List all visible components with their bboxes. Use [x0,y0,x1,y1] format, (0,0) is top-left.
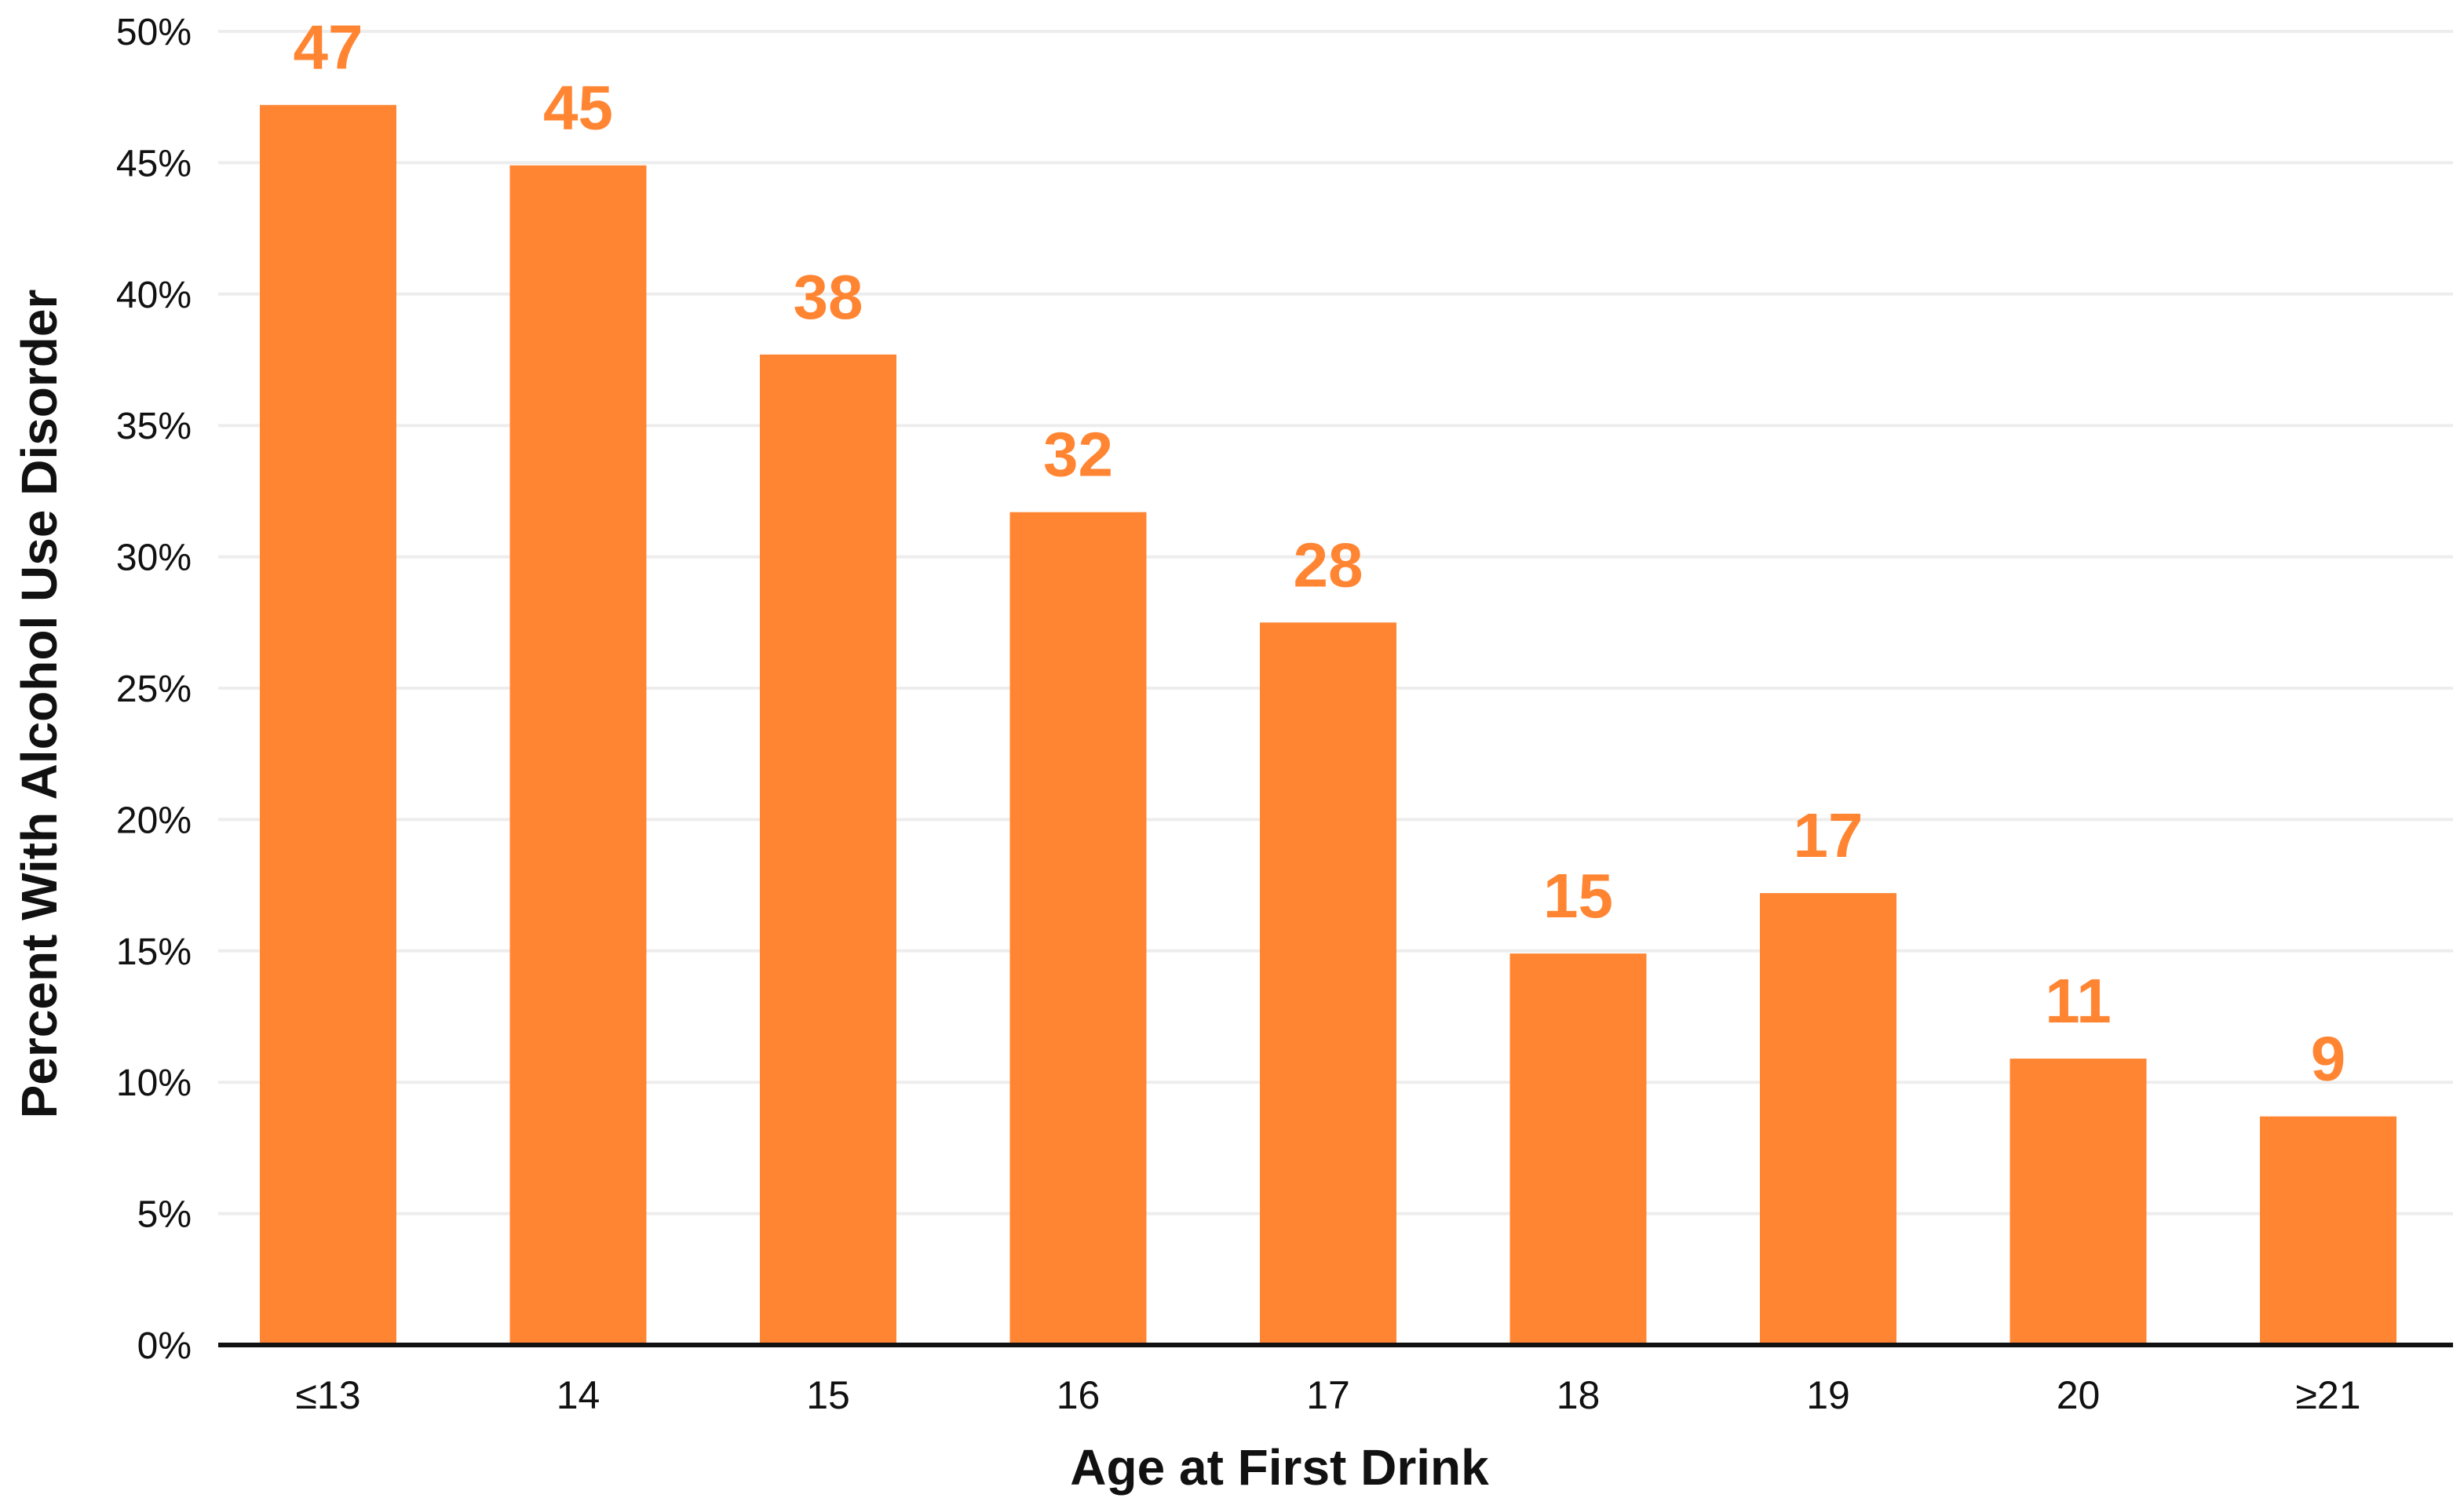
y-tick-label: 20% [116,800,192,841]
bar [2010,1059,2147,1345]
y-tick-label: 40% [116,275,192,316]
data-labels: 47 45 38 32 28 15 17 11 9 [294,13,2346,1094]
bar-value-label: 32 [1043,420,1113,490]
y-tick-label: 0% [137,1325,192,1367]
x-tick-label: 16 [1057,1373,1101,1417]
bar [1260,622,1396,1345]
y-tick-label: 45% [116,143,192,184]
x-axis-ticks: ≤13 14 15 16 17 18 19 20 ≥21 [295,1373,2360,1417]
y-axis-title: Percent With Alcohol Use Disorder [11,290,68,1119]
y-tick-label: 10% [116,1062,192,1104]
bars [260,104,2396,1346]
x-tick-label: 14 [557,1373,600,1417]
y-tick-label: 50% [116,12,192,53]
y-axis-ticks: 0% 5% 10% 15% 20% 25% 30% 35% 40% 45% 50% [116,12,192,1367]
bar [1760,893,1896,1345]
x-tick-label: 20 [2057,1373,2101,1417]
y-tick-label: 25% [116,669,192,710]
x-tick-label: ≤13 [295,1373,360,1417]
bar [509,165,647,1345]
bar [1509,953,1647,1345]
y-tick-label: 5% [137,1194,192,1236]
y-tick-label: 30% [116,538,192,579]
bar [1009,512,1147,1345]
bar-value-label: 17 [1794,800,1864,870]
x-tick-label: 17 [1306,1373,1350,1417]
x-tick-label: 15 [806,1373,850,1417]
bar [2260,1116,2396,1345]
bar-value-label: 11 [2045,966,2112,1036]
bar-value-label: 28 [1294,530,1363,600]
x-axis-title: Age at First Drink [1070,1439,1489,1496]
bar-value-label: 9 [2311,1024,2346,1094]
x-tick-label: 18 [1557,1373,1601,1417]
bar-value-label: 38 [794,262,863,332]
y-tick-label: 35% [116,406,192,447]
bar-value-label: 45 [543,73,613,143]
bar-value-label: 15 [1543,861,1613,931]
bar [760,354,896,1346]
x-tick-label: 19 [1806,1373,1850,1417]
bar-value-label: 47 [294,13,363,82]
x-tick-label: ≥21 [2295,1373,2360,1417]
bar [260,104,396,1345]
y-tick-label: 15% [116,931,192,973]
